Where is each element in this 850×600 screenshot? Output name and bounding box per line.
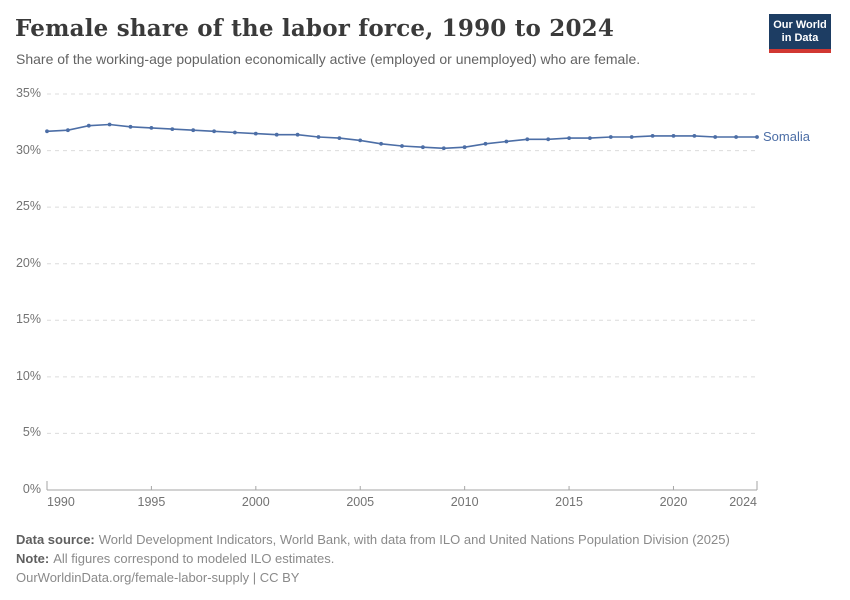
data-point bbox=[128, 124, 133, 129]
owid-logo-line2: in Data bbox=[781, 32, 819, 44]
data-point bbox=[734, 135, 738, 139]
data-point bbox=[274, 132, 279, 137]
data-point bbox=[483, 141, 488, 146]
chart-footer: Data source: World Development Indicators… bbox=[16, 530, 834, 587]
data-point bbox=[525, 137, 530, 142]
data-point bbox=[400, 144, 404, 148]
x-axis-tick-label: 2015 bbox=[555, 495, 583, 509]
data-source-label: Data source: bbox=[16, 532, 95, 547]
y-axis-tick-label: 5% bbox=[22, 425, 41, 440]
data-point bbox=[608, 135, 613, 139]
data-point bbox=[755, 135, 759, 139]
data-source-line: Data source: World Development Indicators… bbox=[16, 530, 834, 549]
data-point bbox=[671, 134, 676, 138]
x-axis-tick-label: 2024 bbox=[729, 495, 757, 509]
data-point bbox=[212, 129, 217, 134]
data-point bbox=[546, 137, 551, 142]
data-point bbox=[66, 128, 70, 133]
y-axis-tick-label: 15% bbox=[15, 312, 41, 327]
data-point bbox=[462, 145, 467, 150]
x-axis-tick-label: 2000 bbox=[241, 495, 270, 509]
y-axis-tick-label: 0% bbox=[22, 482, 41, 496]
x-axis-tick-label: 2010 bbox=[450, 495, 479, 509]
y-axis-tick-label: 35% bbox=[15, 86, 41, 100]
data-point bbox=[650, 134, 655, 138]
data-point bbox=[629, 135, 634, 139]
x-axis-tick-label: 1990 bbox=[47, 495, 75, 509]
data-point bbox=[504, 139, 509, 144]
y-axis-tick-label: 30% bbox=[15, 142, 41, 157]
data-point bbox=[379, 141, 383, 146]
data-point bbox=[358, 138, 363, 143]
y-axis-tick-label: 10% bbox=[15, 368, 41, 383]
chart-subtitle: Share of the working-age population econ… bbox=[16, 51, 641, 67]
data-point bbox=[588, 136, 592, 140]
x-axis-tick-label: 2020 bbox=[659, 495, 688, 509]
x-axis-tick-label: 1995 bbox=[137, 495, 166, 509]
data-point bbox=[45, 129, 49, 134]
note-text: All figures correspond to modeled ILO es… bbox=[53, 551, 335, 566]
data-point bbox=[86, 123, 91, 128]
owid-logo[interactable]: Our World in Data bbox=[769, 14, 831, 53]
data-point bbox=[107, 122, 112, 127]
line-chart-plot bbox=[45, 93, 759, 491]
data-point bbox=[191, 128, 196, 133]
data-point bbox=[170, 127, 175, 131]
data-point bbox=[233, 130, 237, 135]
data-point bbox=[337, 136, 342, 140]
data-point bbox=[295, 132, 300, 137]
series-label-somalia[interactable]: Somalia bbox=[763, 128, 810, 144]
page-title: Female share of the labor force, 1990 to… bbox=[15, 15, 615, 42]
x-axis-tick-label: 2005 bbox=[346, 495, 375, 509]
note-line: Note: All figures correspond to modeled I… bbox=[16, 549, 834, 568]
data-point bbox=[316, 135, 321, 139]
data-point bbox=[253, 131, 258, 136]
data-point bbox=[567, 136, 571, 140]
y-axis-tick-label: 20% bbox=[15, 255, 41, 270]
data-point bbox=[713, 135, 718, 139]
note-label: Note: bbox=[16, 551, 50, 566]
footer-url[interactable]: OurWorldinData.org/female-labor-supply |… bbox=[16, 570, 300, 585]
data-point bbox=[692, 134, 697, 138]
y-axis-tick-label: 25% bbox=[15, 199, 41, 214]
data-point bbox=[441, 146, 446, 151]
owid-logo-line1: Our World bbox=[773, 18, 827, 31]
data-source-text: World Development Indicators, World Bank… bbox=[98, 532, 730, 547]
data-point bbox=[421, 145, 425, 150]
data-point bbox=[149, 126, 154, 130]
